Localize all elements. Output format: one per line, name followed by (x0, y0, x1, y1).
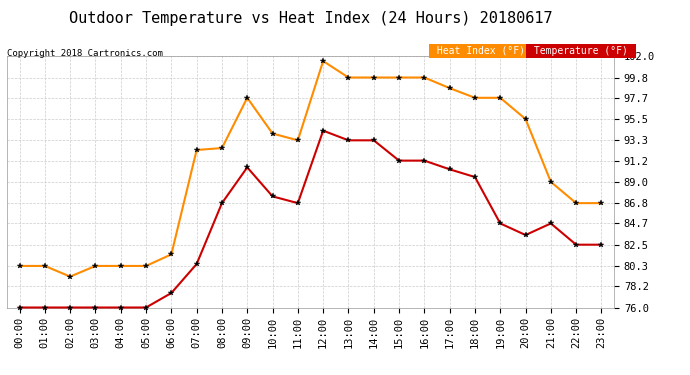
Text: Outdoor Temperature vs Heat Index (24 Hours) 20180617: Outdoor Temperature vs Heat Index (24 Ho… (69, 11, 552, 26)
Text: Heat Index (°F): Heat Index (°F) (431, 46, 531, 56)
Text: Temperature (°F): Temperature (°F) (528, 46, 633, 56)
Text: Copyright 2018 Cartronics.com: Copyright 2018 Cartronics.com (7, 49, 163, 58)
